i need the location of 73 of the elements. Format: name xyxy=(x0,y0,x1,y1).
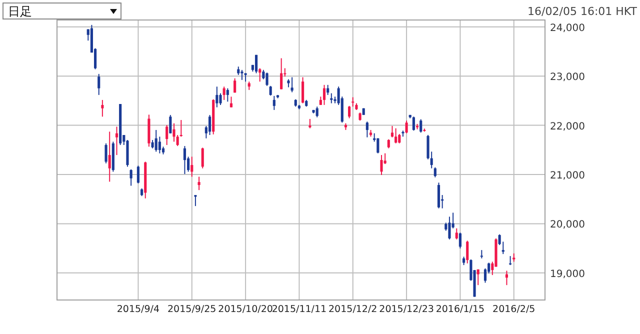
candlestick xyxy=(101,99,104,118)
candlestick xyxy=(484,268,487,284)
candlestick xyxy=(280,58,283,90)
candlestick xyxy=(380,154,383,176)
candlestick xyxy=(390,125,394,138)
candlestick xyxy=(466,240,469,264)
candlestick xyxy=(272,95,276,110)
candlestick xyxy=(434,166,436,178)
candlestick xyxy=(98,73,100,96)
candlestick xyxy=(222,86,226,100)
candlestick xyxy=(455,228,458,240)
candlestick xyxy=(216,86,218,108)
y-tick-label: 21,000 xyxy=(550,170,585,182)
candlestick xyxy=(412,116,415,132)
y-tick-label: 19,000 xyxy=(550,268,585,280)
candlestick xyxy=(437,182,440,209)
candlestick xyxy=(269,85,272,96)
x-tick-label: 2015/9/25 xyxy=(168,304,216,315)
candlestick xyxy=(254,54,258,74)
candlestick xyxy=(348,105,351,119)
candlestick xyxy=(115,126,118,156)
x-tick-label: 2015/10/20 xyxy=(218,304,273,315)
candlestick xyxy=(226,88,229,102)
candlestick xyxy=(448,216,451,240)
candlestick xyxy=(316,106,318,118)
candlestick xyxy=(322,84,326,106)
candlestick xyxy=(302,76,304,104)
candlestick xyxy=(394,128,398,144)
x-tick-label: 2015/12/23 xyxy=(379,304,434,315)
candlestick xyxy=(458,232,462,249)
x-tick-label: 2015/12/2 xyxy=(328,304,378,315)
candlestick xyxy=(240,69,244,80)
chart-title: 日足 xyxy=(8,4,32,18)
candlestick xyxy=(104,142,108,164)
candlestick xyxy=(208,114,212,136)
candlestick xyxy=(154,129,158,152)
candlestick xyxy=(308,118,312,129)
candlestick xyxy=(266,72,268,86)
candlestick xyxy=(290,76,294,93)
candlestick xyxy=(387,138,390,149)
y-tick-label: 23,000 xyxy=(550,72,585,84)
candlestick xyxy=(108,131,111,182)
candlestick xyxy=(509,256,512,266)
candlestick xyxy=(130,168,132,186)
candlestick xyxy=(183,146,186,175)
candlestick xyxy=(180,119,182,138)
candlestick xyxy=(198,176,200,191)
candlestick xyxy=(234,78,236,94)
text: 16/02/05 16:01 HKT xyxy=(528,5,638,18)
candlestick xyxy=(190,156,194,178)
candlestick xyxy=(376,138,380,154)
candlestick xyxy=(219,92,222,106)
x-tick-label: 2015/9/4 xyxy=(116,304,160,315)
candlestick xyxy=(330,92,333,104)
candlestick xyxy=(405,120,408,134)
candlestick xyxy=(366,121,368,138)
candlestick xyxy=(420,118,422,134)
candlestick xyxy=(158,136,161,154)
candlestick xyxy=(352,96,354,108)
y-tick-label: 22,000 xyxy=(550,121,585,132)
y-tick-label: 24,000 xyxy=(550,22,585,34)
candlestick xyxy=(480,250,483,259)
x-tick-label: 2016/2/5 xyxy=(492,304,536,315)
candlestick xyxy=(476,268,480,286)
y-tick-label: 20,000 xyxy=(550,220,585,231)
candlestick xyxy=(166,124,168,146)
candlestick xyxy=(230,96,233,108)
candlestick xyxy=(201,147,204,169)
candlestick xyxy=(169,114,172,134)
candlestick xyxy=(172,122,176,142)
x-tick-label: 2016/1/15 xyxy=(436,304,485,315)
candlestick xyxy=(136,165,140,184)
x-tick-label: 2015/11/11 xyxy=(272,304,327,315)
